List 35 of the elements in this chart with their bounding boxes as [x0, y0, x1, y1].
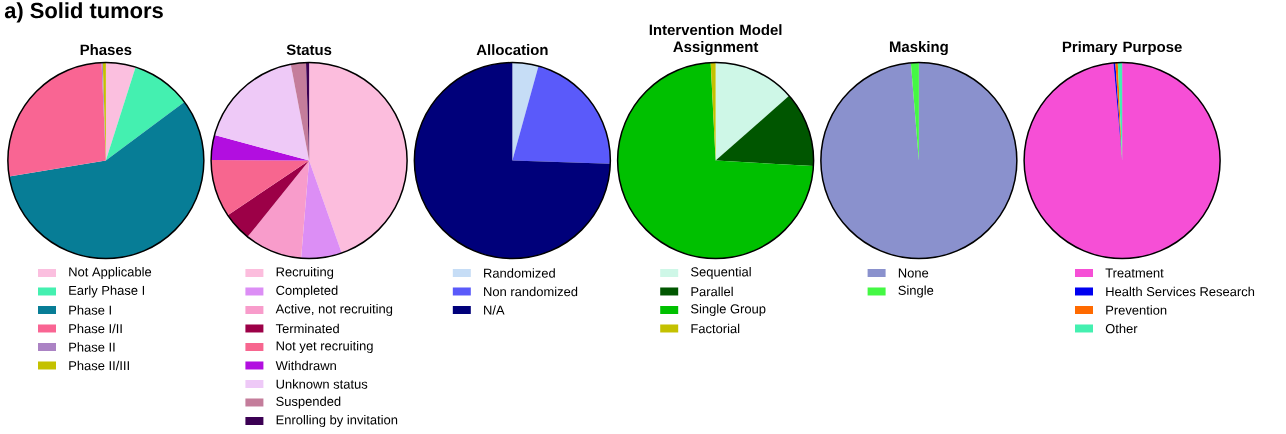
legend-label: N/A — [484, 305, 505, 315]
legend-label: Not yet recruiting — [276, 340, 373, 354]
chart-title: Status — [286, 44, 332, 56]
legend-label: Factorial — [691, 323, 740, 334]
legend-label: Non randomized — [484, 286, 578, 297]
legend-label: Single Group — [691, 303, 766, 317]
legend-label: Prevention — [1106, 305, 1167, 315]
legend-label: Withdrawn — [275, 360, 336, 371]
legend-label: Sequential — [691, 266, 751, 280]
text: a) Solid tumors — [4, 2, 163, 23]
legend-label: Completed — [276, 285, 338, 298]
chart-title: Allocation — [476, 44, 548, 56]
chart-title: Phases — [80, 44, 132, 56]
chart-title: Primary Purpose — [1062, 41, 1182, 56]
legend-label: Parallel — [691, 286, 733, 297]
legend-label: Not Applicable — [69, 266, 152, 280]
legend-label: Health Services Research — [1106, 286, 1255, 297]
legend-label: None — [898, 268, 929, 278]
legend-label: Other — [1105, 323, 1138, 334]
legend-label: Unknown status — [276, 379, 368, 389]
legend-label: Early Phase I — [69, 285, 145, 298]
legend-label: Treatment — [1105, 268, 1164, 278]
chart-title: Masking — [889, 41, 948, 56]
legend-label: Phase II/III — [69, 360, 129, 371]
legend-label: Terminated — [275, 323, 339, 334]
legend-label: Phase I — [69, 305, 111, 315]
legend-label: Recruiting — [276, 266, 334, 280]
chart-title: Intervention Model Assignment — [649, 24, 782, 56]
legend-label: Active, not recruiting — [275, 303, 393, 317]
legend-label: Randomized — [484, 268, 555, 278]
legend-label: Suspended — [276, 396, 341, 409]
legend-label: Single — [898, 285, 934, 298]
legend-label: Enrolling by invitation — [276, 414, 398, 428]
legend-label: Phase I/II — [69, 323, 122, 334]
legend-label: Phase II — [69, 342, 115, 352]
